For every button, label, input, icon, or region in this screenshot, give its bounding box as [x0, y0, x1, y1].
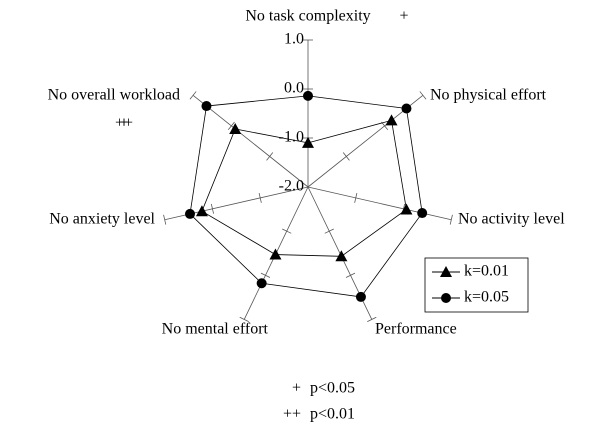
- category-label: Performance: [375, 321, 457, 338]
- tick-mark: [258, 192, 262, 203]
- tick-mark: [282, 228, 292, 234]
- category-label: No mental effort: [162, 321, 269, 338]
- tick-mark: [342, 152, 350, 161]
- note-text: p<0.05: [310, 380, 355, 397]
- tick-label: 1.0: [284, 31, 304, 48]
- annotation: ++: [115, 115, 133, 132]
- tick-mark: [354, 192, 358, 203]
- category-label: No physical effort: [430, 87, 547, 104]
- tick-mark: [367, 316, 377, 322]
- annotation: +: [399, 8, 408, 25]
- data-point: [302, 136, 314, 148]
- data-point: [256, 278, 267, 289]
- legend-label: k=0.05: [464, 289, 509, 306]
- annotation: +: [119, 115, 128, 132]
- tick-mark: [419, 91, 427, 100]
- tick-label: -1.0: [279, 129, 304, 146]
- data-point: [400, 203, 413, 215]
- legend-label: k=0.01: [464, 263, 509, 280]
- tick-mark: [260, 272, 271, 278]
- axis-line: [192, 95, 309, 188]
- data-point: [201, 101, 212, 112]
- category-label: No task complexity: [245, 8, 370, 25]
- data-point: [303, 90, 313, 101]
- annotation: +: [119, 115, 128, 132]
- legend-box: [424, 257, 529, 313]
- tick-mark: [189, 91, 197, 100]
- data-point: [269, 248, 282, 260]
- tick-mark: [266, 152, 274, 161]
- legend-marker: [440, 266, 452, 277]
- category-label: No activity level: [458, 211, 565, 228]
- note-symbol: +: [292, 380, 301, 397]
- data-point: [335, 250, 348, 262]
- data-point: [229, 122, 242, 134]
- series-line: [201, 119, 407, 257]
- data-point: [195, 205, 208, 217]
- note-symbol: ++: [283, 406, 301, 423]
- data-point: [401, 103, 412, 114]
- note-text: p<0.01: [310, 406, 355, 423]
- axis-line: [307, 186, 452, 221]
- category-label: No anxiety level: [49, 211, 155, 228]
- category-label: No overall workload: [48, 87, 180, 104]
- tick-label: 0.0: [284, 80, 304, 97]
- data-point: [185, 208, 196, 219]
- data-point: [355, 291, 366, 302]
- tick-mark: [239, 316, 249, 322]
- tick-mark: [324, 228, 334, 234]
- legend-marker: [441, 293, 451, 303]
- tick-label: -2.0: [279, 178, 304, 195]
- tick-mark: [210, 203, 214, 214]
- tick-mark: [163, 214, 167, 225]
- tick-mark: [227, 121, 235, 131]
- tick-mark: [449, 214, 453, 225]
- data-point: [385, 114, 398, 126]
- tick-mark: [381, 121, 389, 131]
- data-point: [417, 208, 428, 219]
- tick-mark: [345, 272, 356, 278]
- series-line: [189, 95, 423, 298]
